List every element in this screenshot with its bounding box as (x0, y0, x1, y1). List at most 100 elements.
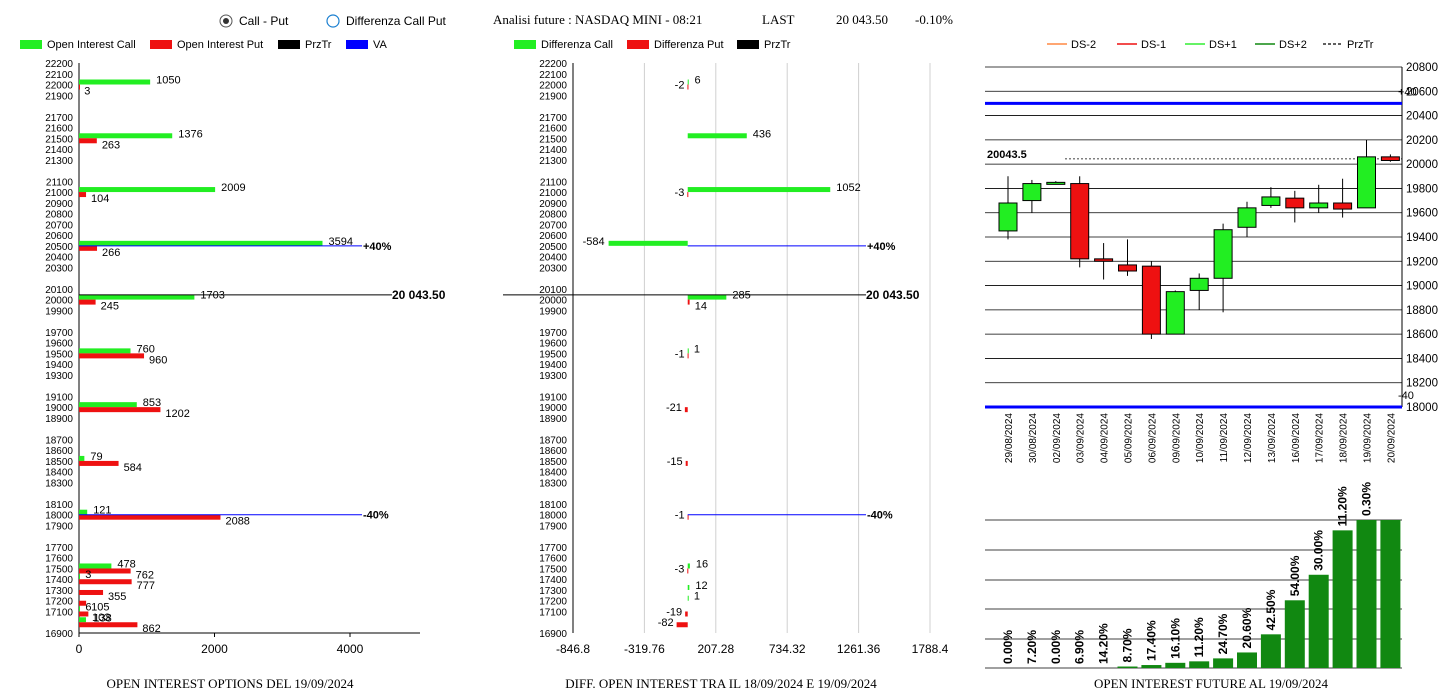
chart2-y-tick: 21600 (539, 124, 567, 135)
chart1-y-tick: 17600 (45, 554, 73, 565)
chart3-candle-body (1261, 196, 1281, 206)
chart4-bar-label: 6.90% (1073, 630, 1087, 664)
chart1-y-tick: 20900 (45, 199, 73, 210)
chart1-put-label: 777 (137, 580, 155, 592)
chart2-y-tick: 19300 (539, 371, 567, 382)
chart2-put-label: -15 (667, 456, 683, 468)
chart1-call-label: 1376 (178, 128, 202, 140)
chart1-va-lower-label: -40% (363, 510, 389, 522)
chart2-legend-swatch (514, 40, 536, 49)
chart4-bar-label: 0.30% (1360, 482, 1374, 516)
radio-differenza[interactable]: Differenza Call Put (326, 14, 446, 28)
chart1-y-tick: 16900 (45, 629, 73, 640)
chart1-y-tick: 19700 (45, 328, 73, 339)
chart1-y-tick: 17900 (45, 521, 73, 532)
chart2-call-label: 1 (694, 343, 700, 355)
chart4-bar (1237, 652, 1257, 668)
chart1-y-tick: 18700 (45, 435, 73, 446)
chart2-y-tick: 17100 (539, 607, 567, 618)
chart3-legend-label: DS+2 (1279, 39, 1307, 51)
chart1-put-bar (79, 622, 138, 628)
chart1-y-tick: 17300 (45, 586, 73, 597)
chart1-put-bar (79, 589, 104, 595)
chart2-y-tick: 19500 (539, 349, 567, 360)
chart1-call-label: 121 (93, 505, 111, 517)
chart3-y-tick: 18000 (1406, 402, 1438, 414)
chart1-put-label: 1202 (165, 408, 189, 420)
chart1-put-bar (79, 138, 97, 144)
chart3-date-label: 17/09/2024 (1315, 413, 1326, 463)
chart1-call-bar (79, 402, 137, 408)
chart3-y-tick: 20000 (1406, 159, 1438, 171)
chart2-put-bar (685, 460, 688, 466)
radio-call-put[interactable]: Call - Put (219, 14, 289, 28)
chart2-put-bar (687, 353, 689, 359)
chart2-y-tick: 18300 (539, 478, 567, 489)
chart1-put-bar (79, 514, 221, 520)
chart3-date-label: 20/09/2024 (1386, 413, 1397, 463)
chart3-lower-band-label: -40 (1398, 390, 1414, 402)
chart2-y-tick: 17600 (539, 554, 567, 565)
chart1-call-label: 1050 (156, 75, 180, 87)
chart1-y-tick: 20800 (45, 210, 73, 221)
chart1-y-tick: 18400 (45, 468, 73, 479)
chart3-y-tick: 19800 (1406, 183, 1438, 195)
chart2-y-tick: 19600 (539, 339, 567, 350)
chart3-price-label: 20043.5 (987, 149, 1027, 161)
chart-candlestick: DS-2 DS-1 DS+1 DS+2 PrzTr 20800 20600 20400 2020… (985, 39, 1438, 463)
chart1-x-tick: 0 (76, 642, 83, 656)
chart1-legend-label: Open Interest Call (47, 39, 136, 51)
chart4-bar-label: 30.00% (1312, 530, 1326, 571)
chart2-x-tick: -846.8 (556, 642, 590, 656)
chart2-put-label: -2 (675, 80, 685, 92)
chart2-y-tick: 21100 (540, 177, 568, 188)
chart3-legend-label: DS-1 (1141, 39, 1166, 51)
chart3-date-label: 18/09/2024 (1339, 413, 1350, 463)
chart1-call-bar (79, 348, 131, 354)
chart2-put-bar (687, 299, 690, 305)
chart3-date-label: 05/09/2024 (1124, 413, 1135, 463)
chart4-bar (1189, 661, 1210, 668)
chart2-y-tick: 22000 (539, 81, 567, 92)
chart1-y-tick: 21900 (45, 91, 73, 102)
chart3-candle-body (998, 202, 1018, 232)
chart2-y-tick: 19700 (539, 328, 567, 339)
chart1-y-tick: 20100 (45, 285, 73, 296)
chart3-candle-body (1141, 265, 1161, 335)
chart1-call-bar (79, 455, 85, 461)
chart2-y-tick: 20100 (539, 285, 567, 296)
chart1-put-label: 104 (91, 193, 109, 205)
chart2-y-tick: 19400 (539, 360, 567, 371)
chart2-put-bar (676, 622, 688, 628)
chart3-date-label: 10/09/2024 (1195, 413, 1206, 463)
chart1-y-tick: 17200 (45, 597, 73, 608)
chart1-put-label: 355 (108, 591, 126, 603)
chart4-bar (1165, 662, 1186, 668)
chart3-date-label: 03/09/2024 (1076, 413, 1087, 463)
chart4-bar-label: 0.00% (1049, 630, 1063, 664)
chart2-y-tick: 20800 (539, 210, 567, 221)
chart3-y-tick: 19000 (1406, 281, 1438, 293)
chart3-legend-label: PrzTr (1347, 39, 1374, 51)
chart1-y-tick: 17400 (45, 575, 73, 586)
chart1-put-bar (79, 84, 80, 90)
chart2-y-tick: 21900 (539, 91, 567, 102)
chart3-y-tick: 19400 (1406, 232, 1438, 244)
chart2-y-tick: 20000 (539, 296, 567, 307)
chart4-bar (1284, 600, 1305, 668)
chart1-put-bar (79, 192, 87, 198)
chart1-legend-swatch (346, 40, 368, 49)
chart1-legend-swatch (150, 40, 172, 49)
chart1-legend-swatch (20, 40, 42, 49)
chart2-call-label: -584 (583, 236, 605, 248)
chart1-y-tick: 22100 (45, 70, 73, 81)
chart2-y-tick: 17500 (539, 564, 567, 575)
chart-open-interest-options: Open Interest Call Open Interest Put PrzTr… (20, 39, 446, 656)
chart1-y-tick: 20400 (45, 253, 73, 264)
chart2-put-bar (687, 84, 689, 90)
chart1-put-label: 2088 (225, 516, 249, 528)
chart3-y-tick: 19200 (1406, 256, 1438, 268)
chart3-legend-label: DS+1 (1209, 39, 1237, 51)
chart3-date-label: 19/09/2024 (1363, 413, 1374, 463)
